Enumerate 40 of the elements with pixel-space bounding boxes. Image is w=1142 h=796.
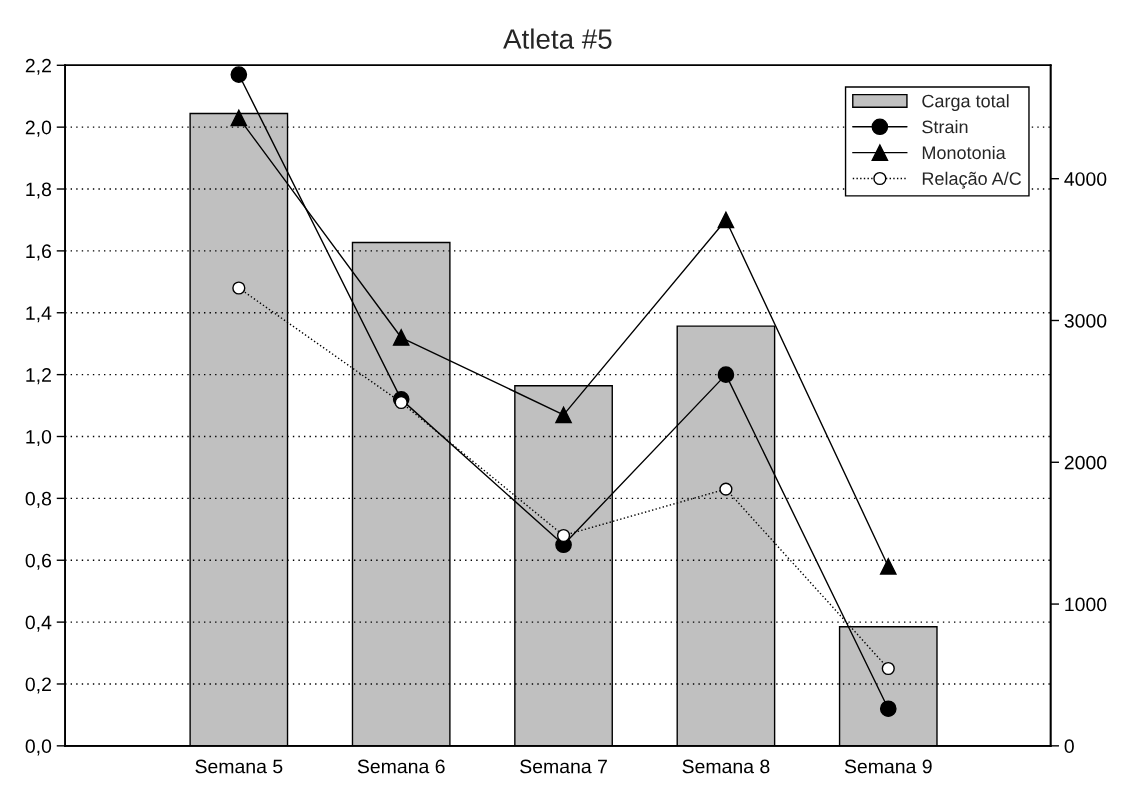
y2-tick-label: 1000 [1065, 597, 1107, 612]
y-tick-label: 0,8 [25, 491, 52, 508]
y-tick-label: 1,4 [26, 306, 52, 323]
x-tick-label: Semana 9 [844, 759, 932, 774]
legend-label: Monotonia [922, 145, 1006, 160]
point [230, 66, 248, 83]
point [230, 109, 248, 127]
y-tick-label: 1,8 [26, 182, 52, 199]
point [232, 281, 246, 295]
y-tick-label: 1,6 [26, 244, 52, 261]
chart-title: Atleta #5 [503, 28, 612, 49]
y-tick-label: 1,2 [26, 368, 51, 385]
point [556, 528, 571, 543]
y-tick-label: 0,0 [25, 739, 52, 756]
point [555, 406, 572, 424]
x-tick-label: Semana 5 [195, 759, 283, 774]
x-tick-label: Semana 6 [357, 759, 445, 774]
y2-tick-label: 3000 [1064, 313, 1107, 328]
legend-label: Carga total [922, 94, 1009, 111]
point [719, 482, 733, 496]
point [879, 700, 897, 718]
legend-label: Relação A/C [922, 171, 1022, 189]
point [881, 661, 895, 676]
point [717, 211, 735, 229]
point [392, 329, 410, 346]
point [879, 558, 897, 575]
y-tick-label: 1,0 [26, 429, 52, 447]
y2-tick-label: 2000 [1064, 455, 1107, 470]
y-tick-label: 0,6 [25, 553, 52, 570]
y-tick-label: 0,4 [25, 615, 52, 632]
x-tick-label: Semana 8 [682, 759, 770, 774]
y2-tick-label: 4000 [1064, 172, 1107, 186]
y-tick-label: 2,2 [25, 58, 51, 75]
y-tick-label: 0,2 [25, 677, 51, 694]
point [394, 395, 408, 410]
y-tick-label: 2,0 [25, 120, 52, 137]
y2-tick-label: 0 [1064, 739, 1074, 754]
legend-label: Strain [922, 120, 968, 134]
point [717, 366, 735, 383]
x-tick-label: Semana 7 [520, 759, 607, 774]
